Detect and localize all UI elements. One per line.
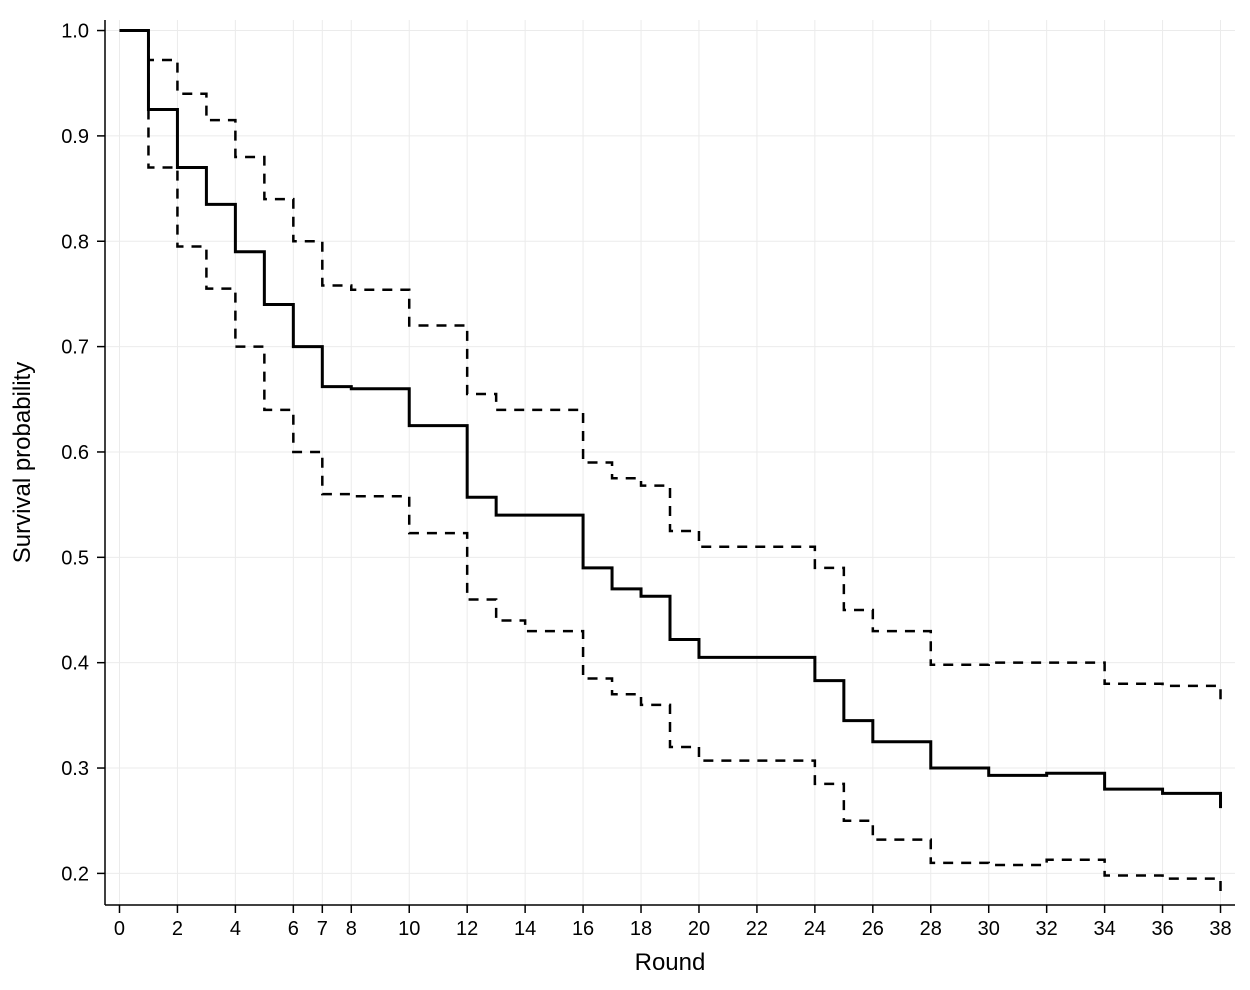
x-tick-label: 30 (978, 918, 1000, 940)
plot-panel (105, 20, 1235, 905)
x-tick-label: 22 (746, 918, 768, 940)
y-tick-label: 0.6 (61, 442, 89, 464)
y-tick-label: 0.9 (61, 126, 89, 148)
x-tick-label: 16 (572, 918, 594, 940)
x-tick-label: 8 (346, 918, 357, 940)
survival-chart: 0246781012141618202224262830323436380.20… (0, 0, 1250, 990)
x-tick-label: 6 (288, 918, 299, 940)
chart-svg: 0246781012141618202224262830323436380.20… (0, 0, 1250, 990)
x-tick-label: 0 (114, 918, 125, 940)
y-tick-label: 1.0 (61, 21, 89, 43)
x-tick-label: 14 (514, 918, 536, 940)
x-tick-label: 20 (688, 918, 710, 940)
y-tick-label: 0.7 (61, 337, 89, 359)
x-tick-label: 7 (317, 918, 328, 940)
y-tick-label: 0.5 (61, 547, 89, 569)
x-tick-label: 32 (1036, 918, 1058, 940)
x-tick-label: 28 (920, 918, 942, 940)
x-tick-label: 26 (862, 918, 884, 940)
y-tick-label: 0.8 (61, 231, 89, 253)
y-tick-label: 0.3 (61, 758, 89, 780)
x-tick-label: 4 (230, 918, 241, 940)
x-tick-label: 38 (1209, 918, 1231, 940)
x-tick-label: 24 (804, 918, 826, 940)
y-tick-label: 0.4 (61, 653, 89, 675)
y-tick-label: 0.2 (61, 863, 89, 885)
y-axis-label: Survival probability (9, 362, 36, 563)
x-tick-label: 12 (456, 918, 478, 940)
x-axis-label: Round (635, 949, 706, 976)
x-tick-label: 36 (1151, 918, 1173, 940)
x-tick-label: 18 (630, 918, 652, 940)
x-tick-label: 2 (172, 918, 183, 940)
x-tick-label: 10 (398, 918, 420, 940)
x-tick-label: 34 (1093, 918, 1115, 940)
